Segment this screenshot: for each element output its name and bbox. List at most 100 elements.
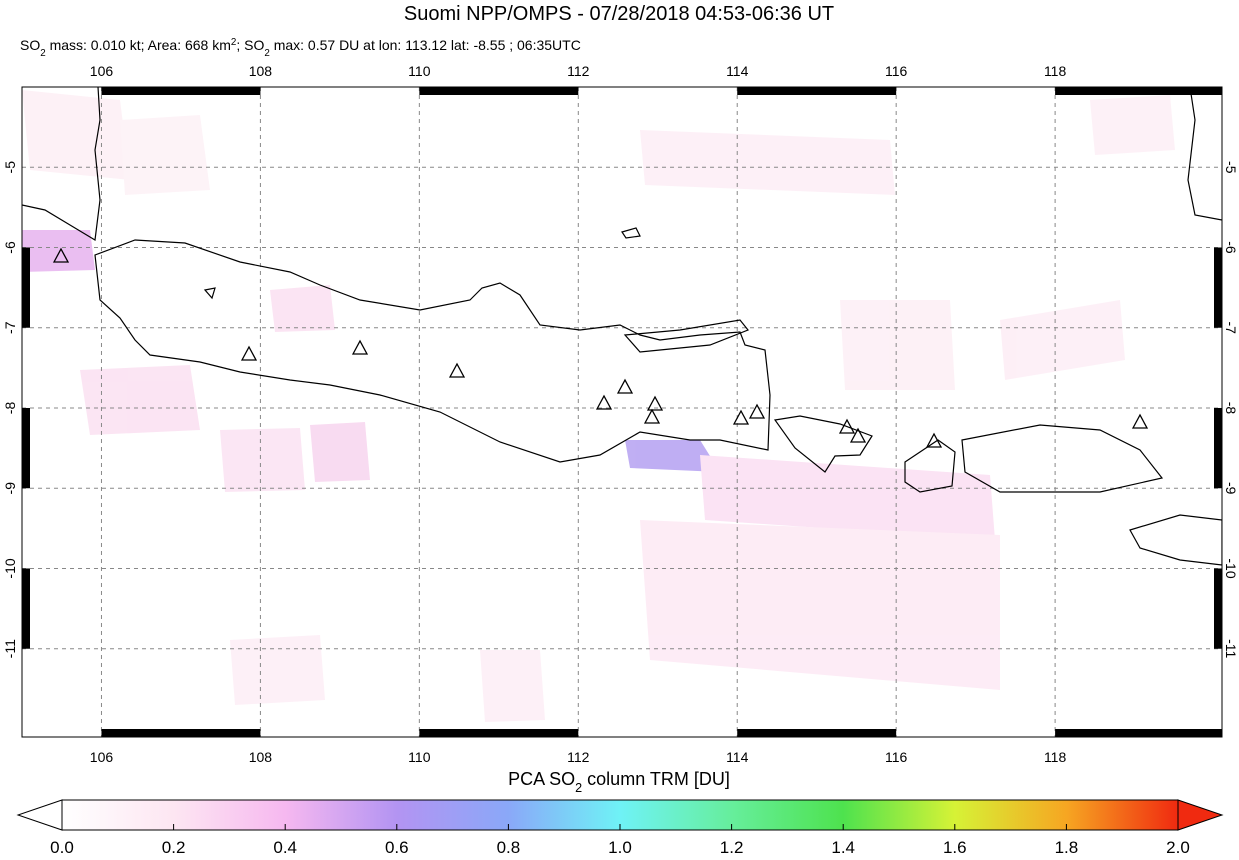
colorbar-tick-label: 2.0 — [1166, 838, 1190, 855]
y-tick-label: -10 — [1223, 558, 1239, 578]
colorbar-tick-label: 0.6 — [385, 838, 409, 855]
colorbar-tick-label: 1.2 — [720, 838, 744, 855]
volcano — [52, 247, 70, 263]
volcano — [748, 403, 766, 419]
x-tick-label: 116 — [885, 749, 908, 765]
map-area — [22, 87, 1222, 737]
frame-segment — [1214, 407, 1222, 489]
colorbar-tick-label: 1.4 — [831, 838, 855, 855]
y-tick-label: -7 — [1223, 322, 1239, 335]
x-tick-label: 112 — [567, 749, 590, 765]
pixel — [625, 440, 720, 472]
colorbar-label: PCA SO2 column TRM [DU] — [508, 769, 730, 795]
x-tick-label: 108 — [249, 749, 273, 765]
x-tick-label: 110 — [408, 63, 431, 79]
y-tick-label: -5 — [2, 161, 18, 174]
coastline — [94, 239, 771, 463]
frame-segment — [22, 568, 30, 649]
y-tick-label: -11 — [1223, 639, 1239, 658]
frame-segment — [1214, 568, 1222, 649]
pixel — [640, 130, 895, 195]
text-part: SO — [20, 37, 40, 53]
text-part: PCA SO — [508, 769, 575, 789]
y-tick-label: -5 — [1223, 161, 1239, 174]
y-tick-label: -7 — [2, 321, 18, 334]
volcano — [351, 339, 369, 355]
colorbar-ticks: 0.0 0.2 0.4 0.6 0.8 1.0 1.2 1.4 1.6 1.8 2.0 — [50, 824, 1190, 857]
coastline — [1129, 514, 1222, 566]
colorbar: PCA SO2 column TRM [DU] — [16, 769, 1224, 831]
pixel — [840, 300, 955, 390]
frame-segment — [1055, 87, 1222, 95]
volcano — [643, 408, 661, 424]
y-tick-label: -9 — [1223, 482, 1239, 495]
pixel — [1000, 300, 1125, 380]
colorbar-tick-label: 0.8 — [497, 838, 521, 855]
colorbar-tick-label: 1.0 — [608, 838, 632, 855]
pixel — [310, 422, 370, 482]
x-tick-label: 112 — [567, 63, 590, 79]
map-frame — [22, 87, 1222, 737]
x-tick-label: 114 — [726, 63, 749, 79]
background — [22, 87, 1222, 737]
y-tick-label: -10 — [2, 558, 18, 578]
text-part: 2 — [264, 48, 269, 59]
pixel — [220, 428, 305, 492]
frame-segment — [101, 87, 261, 95]
colorbar-tick-label: 0.0 — [50, 838, 74, 855]
coastline — [623, 319, 749, 353]
volcano — [838, 418, 856, 434]
text-part: max: 0.57 DU at lon: 113.12 lat: -8.55 ;… — [270, 37, 581, 53]
graticule — [22, 87, 1222, 737]
text-part: column TRM [DU] — [582, 769, 730, 789]
pixel — [22, 90, 130, 180]
coastline — [203, 287, 216, 300]
y-tick-label: -8 — [1223, 402, 1239, 415]
colorbar-tick-label: 1.8 — [1055, 838, 1079, 855]
x-tick-label: 106 — [90, 63, 114, 79]
volcanoes — [52, 247, 1149, 448]
y-tick-label: -8 — [2, 402, 18, 415]
volcano — [240, 345, 258, 361]
frame-segment — [419, 729, 579, 737]
coastline — [1187, 87, 1222, 221]
text-part: ; SO — [236, 37, 264, 53]
colorbar-tick-label: 1.6 — [943, 838, 967, 855]
pixel — [640, 520, 1000, 690]
colorbar-under — [16, 799, 63, 831]
frame-segment — [419, 87, 579, 95]
frame-segment — [737, 729, 897, 737]
title: Suomi NPP/OMPS - 07/28/2018 04:53-06:36 … — [404, 3, 834, 25]
volcano — [925, 432, 943, 448]
text-part: 2 — [40, 48, 45, 59]
volcano — [595, 394, 613, 410]
frame-segment — [1214, 247, 1222, 328]
frame-segment — [22, 407, 30, 489]
y-tick-label: -9 — [2, 482, 18, 495]
x-tick-label: 118 — [1044, 749, 1067, 765]
volcano — [1131, 413, 1149, 429]
coastlines — [22, 87, 1222, 566]
volcano — [448, 362, 466, 378]
volcano — [646, 395, 664, 411]
pixel — [120, 115, 210, 195]
y-tick-label: -6 — [1223, 241, 1239, 254]
subtitle: SO2 mass: 0.010 kt; Area: 668 km2; SO2 m… — [20, 37, 581, 59]
coastline — [773, 415, 873, 473]
x-tick-label: 106 — [90, 749, 114, 765]
pixel — [700, 455, 995, 540]
pixel — [22, 230, 95, 272]
text-part: mass: 0.010 kt; Area: 668 km — [46, 37, 231, 53]
frame-segment — [1055, 729, 1222, 737]
coastline — [22, 87, 101, 241]
pixel — [230, 635, 325, 705]
x-tick-label: 110 — [408, 749, 431, 765]
coastline — [621, 227, 641, 239]
x-tick-label: 116 — [885, 63, 908, 79]
volcano — [616, 378, 634, 394]
pixel — [270, 285, 335, 332]
frame-segment — [101, 729, 261, 737]
x-tick-label: 114 — [726, 749, 749, 765]
frame-segment — [737, 87, 897, 95]
